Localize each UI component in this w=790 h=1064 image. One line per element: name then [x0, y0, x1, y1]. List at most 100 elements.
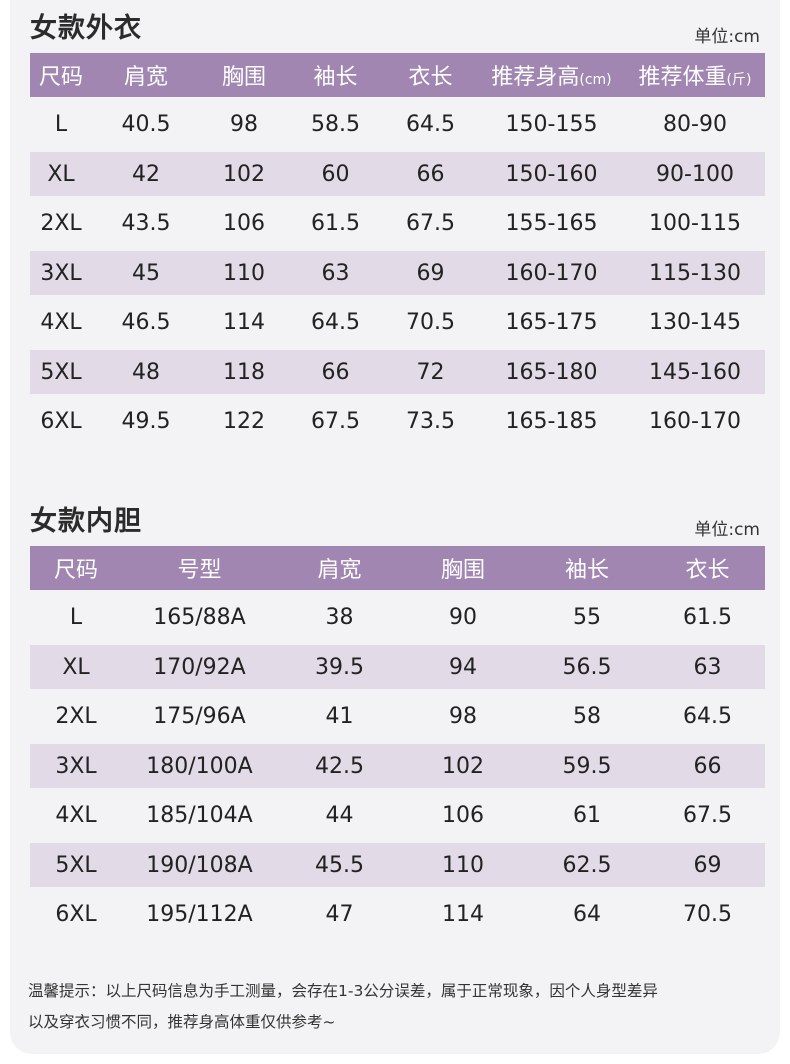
table-cell: 67.5: [311, 409, 360, 434]
table-cell: 67.5: [406, 211, 455, 236]
table-cell: 165-185: [505, 409, 598, 434]
header-chest: 胸围: [402, 546, 524, 590]
table-cell: 42: [92, 152, 200, 196]
outerwear-unit-label: 单位:cm: [694, 27, 760, 47]
table-cell: 4XL: [55, 803, 97, 828]
table-cell: 98: [230, 112, 258, 137]
table-cell: 102: [402, 744, 524, 788]
header-recommended-weight-label: 推荐体重: [638, 65, 727, 90]
table-row: 2XL 175/96A 41 98 58 64.5: [30, 689, 765, 744]
table-cell: 185/104A: [146, 803, 253, 828]
table-cell: 2XL: [55, 704, 97, 729]
table-cell: 114: [223, 310, 265, 335]
outerwear-section-title: 女款外衣: [30, 13, 142, 44]
table-cell: 73.5: [406, 409, 455, 434]
table-cell: 100-115: [649, 211, 741, 236]
table-cell: 3XL: [30, 251, 92, 295]
table-cell: 102: [200, 152, 288, 196]
table-cell: 6XL: [55, 902, 97, 927]
table-row: XL 170/92A 39.5 94 56.5 63: [30, 645, 765, 689]
header-chest: 胸围: [200, 53, 288, 97]
table-cell: 160-170: [649, 409, 741, 434]
table-cell: 47: [325, 902, 354, 927]
table-cell: 70.5: [683, 902, 732, 927]
table-cell: L: [54, 112, 68, 137]
table-cell: 130-145: [649, 310, 741, 335]
table-cell: 58: [573, 704, 601, 729]
table-cell: 90: [449, 605, 477, 630]
table-cell: 49.5: [121, 409, 171, 434]
table-cell: 61.5: [311, 211, 360, 236]
table-cell: 2XL: [40, 211, 82, 236]
table-cell: 3XL: [30, 744, 122, 788]
table-header-row: 尺码 肩宽 胸围 袖长 衣长 推荐身高(cm) 推荐体重(斤): [30, 53, 765, 97]
table-row: 6XL 195/112A 47 114 64 70.5: [30, 887, 765, 942]
table-cell: 6XL: [40, 409, 82, 434]
table-cell: L: [69, 605, 83, 630]
table-row: XL 42 102 60 66 150-160 90-100: [30, 152, 765, 196]
table-cell: 38: [325, 605, 354, 630]
table-row: 4XL 185/104A 44 106 61 67.5: [30, 788, 765, 843]
table-cell: 122: [223, 409, 265, 434]
table-cell: 61.5: [683, 605, 732, 630]
table-cell: 41: [325, 704, 354, 729]
table-cell: 40.5: [121, 112, 171, 137]
table-cell: 165-180: [478, 350, 625, 394]
table-cell: 180/100A: [122, 744, 277, 788]
table-cell: 64.5: [311, 310, 360, 335]
table-cell: 39.5: [277, 645, 402, 689]
outerwear-size-table: 尺码 肩宽 胸围 袖长 衣长 推荐身高(cm) 推荐体重(斤) L 40.5 98 5…: [30, 53, 765, 449]
table-cell: 106: [442, 803, 484, 828]
header-length: 衣长: [383, 53, 478, 97]
table-cell: 45: [92, 251, 200, 295]
table-cell: 62.5: [524, 843, 650, 887]
size-note-line-1: 温馨提示：以上尺码信息为手工测量，会存在1-3公分误差，属于正常现象，因个人身型…: [28, 982, 658, 1000]
table-cell: 43.5: [121, 211, 171, 236]
table-cell: 5XL: [30, 843, 122, 887]
table-cell: 56.5: [524, 645, 650, 689]
header-recommended-weight: 推荐体重(斤): [625, 53, 765, 97]
liner-unit-label: 单位:cm: [694, 520, 760, 540]
table-cell: 55: [573, 605, 601, 630]
header-length: 衣长: [650, 546, 765, 590]
header-recommended-height-label: 推荐身高: [491, 65, 580, 90]
table-cell: 70.5: [406, 310, 455, 335]
table-row: 3XL 180/100A 42.5 102 59.5 66: [30, 744, 765, 788]
table-cell: 66: [288, 350, 383, 394]
table-cell: 110: [402, 843, 524, 887]
table-cell: 48: [92, 350, 200, 394]
table-cell: 42.5: [277, 744, 402, 788]
table-cell: 45.5: [277, 843, 402, 887]
table-cell: 4XL: [40, 310, 82, 335]
table-cell: 115-130: [625, 251, 765, 295]
table-cell: 67.5: [683, 803, 732, 828]
table-row: 3XL 45 110 63 69 160-170 115-130: [30, 251, 765, 295]
table-row: 6XL 49.5 122 67.5 73.5 165-185 160-170: [30, 394, 765, 449]
table-cell: 98: [449, 704, 477, 729]
header-height-unit: (cm): [579, 72, 612, 88]
liner-section-title: 女款内胆: [30, 506, 142, 537]
table-cell: 118: [200, 350, 288, 394]
table-row: L 40.5 98 58.5 64.5 150-155 80-90: [30, 97, 765, 152]
table-cell: 195/112A: [146, 902, 253, 927]
table-cell: 160-170: [478, 251, 625, 295]
table-cell: 64: [573, 902, 601, 927]
table-cell: XL: [30, 152, 92, 196]
liner-size-table: 尺码 号型 肩宽 胸围 袖长 衣长 L 165/88A 38 90 55 61.5 XL 17…: [30, 546, 765, 942]
table-cell: 150-160: [478, 152, 625, 196]
table-cell: 110: [200, 251, 288, 295]
table-cell: 80-90: [663, 112, 727, 137]
table-cell: XL: [30, 645, 122, 689]
size-note-line-2: 以及穿衣习惯不同，推荐身高体重仅供参考~: [28, 1013, 336, 1031]
header-model: 号型: [122, 546, 277, 590]
table-cell: 90-100: [625, 152, 765, 196]
header-weight-unit: (斤): [726, 72, 752, 88]
table-cell: 61: [573, 803, 601, 828]
table-cell: 165/88A: [153, 605, 246, 630]
table-cell: 94: [402, 645, 524, 689]
header-size: 尺码: [30, 53, 92, 97]
table-cell: 63: [650, 645, 765, 689]
table-cell: 46.5: [121, 310, 171, 335]
table-header-row: 尺码 号型 肩宽 胸围 袖长 衣长: [30, 546, 765, 590]
table-cell: 64.5: [683, 704, 732, 729]
